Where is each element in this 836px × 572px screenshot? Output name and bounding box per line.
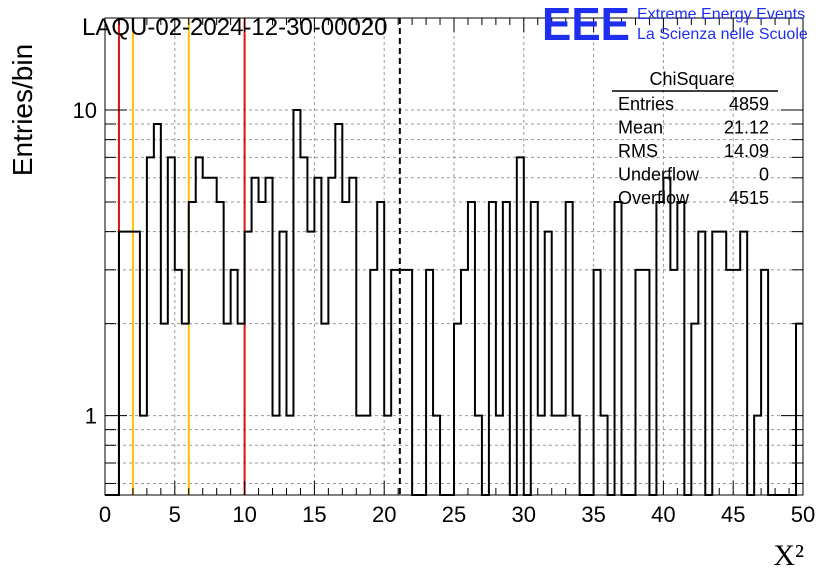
- y-tick-label: 1: [85, 404, 97, 429]
- logo-line-1: Extreme Energy Events: [637, 6, 805, 23]
- y-tick-labels: 1 10: [73, 98, 97, 429]
- stats-label: Entries: [618, 94, 674, 114]
- x-tick-label: 50: [791, 502, 815, 527]
- stats-label: Underflow: [618, 165, 700, 185]
- stats-rows: Entries 4859 Mean 21.12 RMS 14.09 Underflow 0 Ov…: [618, 94, 769, 208]
- x-tick-label: 5: [169, 502, 181, 527]
- x-tick-label: 0: [99, 502, 111, 527]
- x-tick-label: 30: [512, 502, 536, 527]
- x-tick-label: 25: [442, 502, 466, 527]
- x-tick-labels: 0 5 10 15 20 25 30 35 40 45 50: [99, 502, 815, 527]
- stats-value: 0: [759, 165, 769, 185]
- eee-logo: EEE Extreme Energy Events La Scienza nel…: [542, 0, 808, 50]
- axis-ticks: [104, 18, 804, 495]
- stats-value: 4859: [729, 94, 769, 114]
- x-tick-label: 35: [581, 502, 605, 527]
- logo-line-2: La Scienza nelle Scuole: [637, 26, 808, 43]
- x-tick-label: 20: [372, 502, 396, 527]
- stats-value: 14.09: [724, 141, 769, 161]
- stats-label: RMS: [618, 141, 658, 161]
- stats-label: Overflow: [618, 188, 690, 208]
- stats-value: 4515: [729, 188, 769, 208]
- y-axis-label: Entries/bin: [7, 44, 38, 176]
- eee-logo-text: EEE: [542, 0, 630, 50]
- x-tick-label: 45: [721, 502, 745, 527]
- x-axis-label: X²: [773, 539, 804, 572]
- stats-title: ChiSquare: [649, 69, 734, 89]
- stats-box: ChiSquare Entries 4859 Mean 21.12 RMS 14.09 Un…: [612, 69, 778, 208]
- x-tick-label: 40: [651, 502, 675, 527]
- stats-value: 21.12: [724, 118, 769, 138]
- histogram-series: [105, 109, 803, 496]
- y-tick-label: 10: [73, 98, 97, 123]
- x-tick-label: 15: [302, 502, 326, 527]
- chart-title: LAQU-02-2024-12-30-00020: [82, 14, 388, 41]
- stats-label: Mean: [618, 118, 663, 138]
- x-tick-label: 10: [232, 502, 256, 527]
